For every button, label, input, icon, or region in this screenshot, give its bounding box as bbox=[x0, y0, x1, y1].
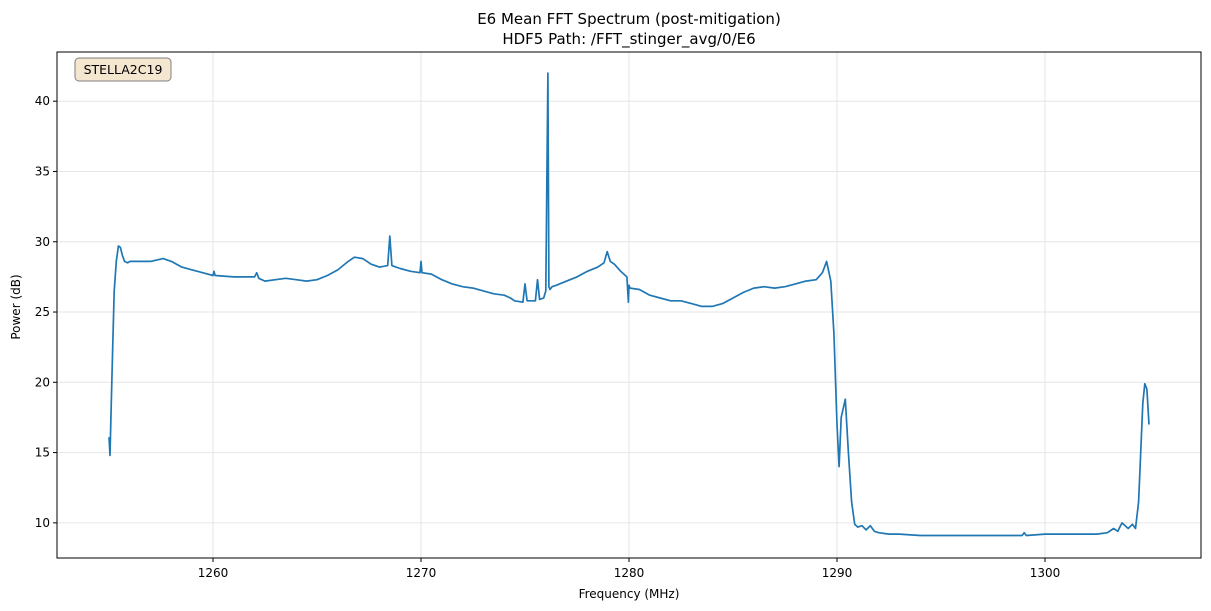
chart-subtitle: HDF5 Path: /FFT_stinger_avg/0/E6 bbox=[502, 30, 755, 49]
x-tick-label: 1260 bbox=[198, 566, 229, 580]
y-tick-label: 10 bbox=[35, 516, 50, 530]
grid-lines bbox=[57, 52, 1201, 558]
chart-title: E6 Mean FFT Spectrum (post-mitigation) bbox=[477, 10, 781, 28]
annotation-box bbox=[74, 57, 172, 82]
x-tick-label: 1290 bbox=[822, 566, 853, 580]
y-tick-label: 20 bbox=[35, 375, 50, 389]
x-tick-label: 1280 bbox=[614, 566, 645, 580]
x-axis-label: Frequency (MHz) bbox=[579, 587, 680, 601]
y-tick-label: 35 bbox=[35, 164, 50, 178]
y-tick-label: 40 bbox=[35, 94, 50, 108]
y-axis-label: Power (dB) bbox=[9, 274, 23, 339]
axis-ticks: 1260 1270 1280 1290 1300 10 15 20 25 30 35 40 bbox=[35, 94, 1061, 580]
series-line bbox=[108, 72, 1150, 537]
y-tick-label: 15 bbox=[35, 446, 50, 460]
y-tick-label: 25 bbox=[35, 305, 50, 319]
y-tick-label: 30 bbox=[35, 235, 50, 249]
annotation-badge: STELLA2C19 bbox=[74, 57, 172, 82]
x-tick-label: 1270 bbox=[406, 566, 437, 580]
annotation-text: STELLA2C19 bbox=[84, 62, 163, 77]
x-tick-label: 1300 bbox=[1030, 566, 1061, 580]
